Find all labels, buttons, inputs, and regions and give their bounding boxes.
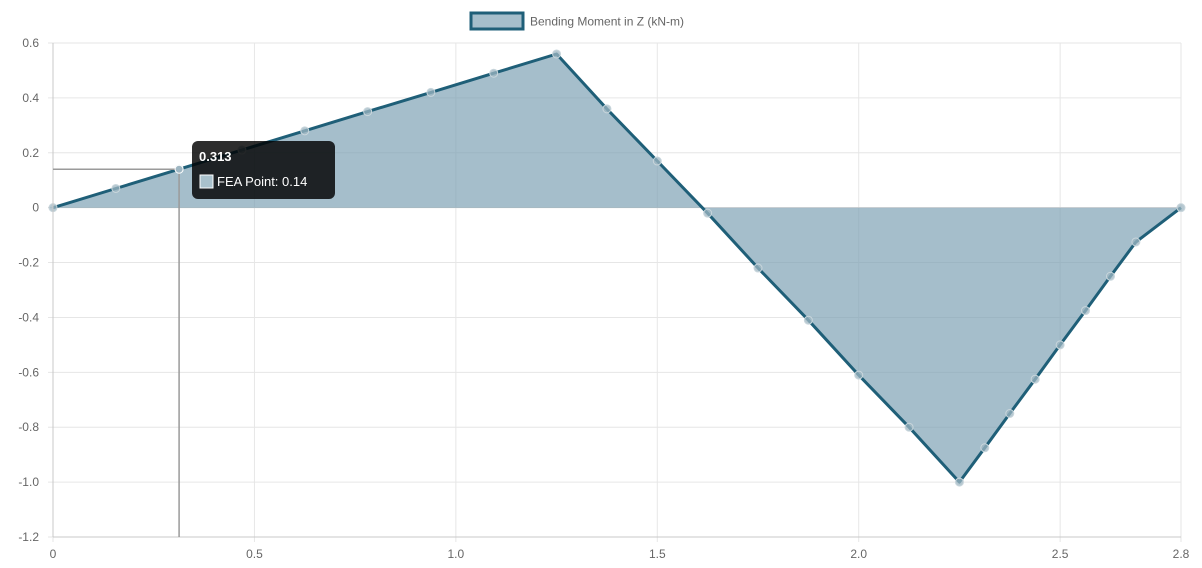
- data-point[interactable]: [753, 263, 763, 273]
- crosshair: [53, 164, 184, 537]
- data-point[interactable]: [854, 370, 864, 380]
- data-point[interactable]: [111, 183, 121, 193]
- data-point[interactable]: [1131, 237, 1141, 247]
- legend-swatch[interactable]: [469, 11, 525, 31]
- data-point[interactable]: [1005, 409, 1015, 418]
- tooltip-swatch: [199, 174, 214, 189]
- data-point[interactable]: [703, 208, 713, 218]
- x-tick-label: 2.5: [1052, 547, 1069, 561]
- data-point[interactable]: [652, 156, 662, 166]
- data-point[interactable]: [980, 443, 990, 453]
- y-tick-label: -1.2: [18, 530, 39, 544]
- data-point[interactable]: [904, 422, 914, 432]
- axis-layer: 0 0.5 1.0 1.5 2.0 2.5 2.8 0.6 0.4 0.2 0 -0.2 -0.4 -0.…: [18, 36, 1189, 561]
- data-point[interactable]: [1081, 306, 1091, 316]
- x-tick-label: 2.0: [850, 547, 867, 561]
- tooltip-title: 0.313: [199, 149, 232, 164]
- data-point[interactable]: [1106, 271, 1115, 281]
- data-point[interactable]: [300, 126, 310, 136]
- legend-label[interactable]: Bending Moment in Z (kN-m): [530, 15, 684, 29]
- x-tick-label: 1.0: [448, 547, 465, 561]
- data-point[interactable]: [803, 315, 813, 325]
- x-tick-label: 1.5: [649, 547, 666, 561]
- hovered-point[interactable]: [174, 164, 184, 174]
- data-point[interactable]: [954, 477, 964, 487]
- data-point[interactable]: [363, 107, 373, 117]
- area-layer: [52, 52, 1182, 484]
- y-tick-label: 0.2: [22, 146, 39, 160]
- y-tick-label: -0.6: [18, 365, 39, 379]
- data-point[interactable]: [1055, 340, 1065, 350]
- y-tick-label: -0.2: [18, 256, 39, 270]
- tooltip-box: [192, 141, 335, 199]
- data-point[interactable]: [1176, 203, 1186, 213]
- data-point[interactable]: [489, 68, 499, 78]
- y-tick-label: -0.8: [18, 420, 39, 434]
- data-point[interactable]: [1030, 374, 1040, 384]
- y-tick-label: -1.0: [18, 475, 39, 489]
- y-tick-label: 0: [32, 201, 39, 215]
- tooltip: 0.313 FEA Point: 0.14: [192, 141, 335, 199]
- x-tick-label: 2.8: [1173, 547, 1190, 561]
- data-point[interactable]: [426, 87, 436, 97]
- x-tick-label: 0.5: [246, 547, 263, 561]
- y-tick-label: 0.4: [22, 91, 39, 105]
- y-tick-label: -0.4: [18, 310, 39, 324]
- x-tick-label: 0: [50, 547, 57, 561]
- legend[interactable]: Bending Moment in Z (kN-m): [469, 11, 684, 31]
- tooltip-label: FEA Point: 0.14: [217, 174, 307, 189]
- y-tick-label: 0.6: [22, 36, 39, 50]
- data-point[interactable]: [552, 49, 562, 59]
- data-point[interactable]: [602, 104, 612, 114]
